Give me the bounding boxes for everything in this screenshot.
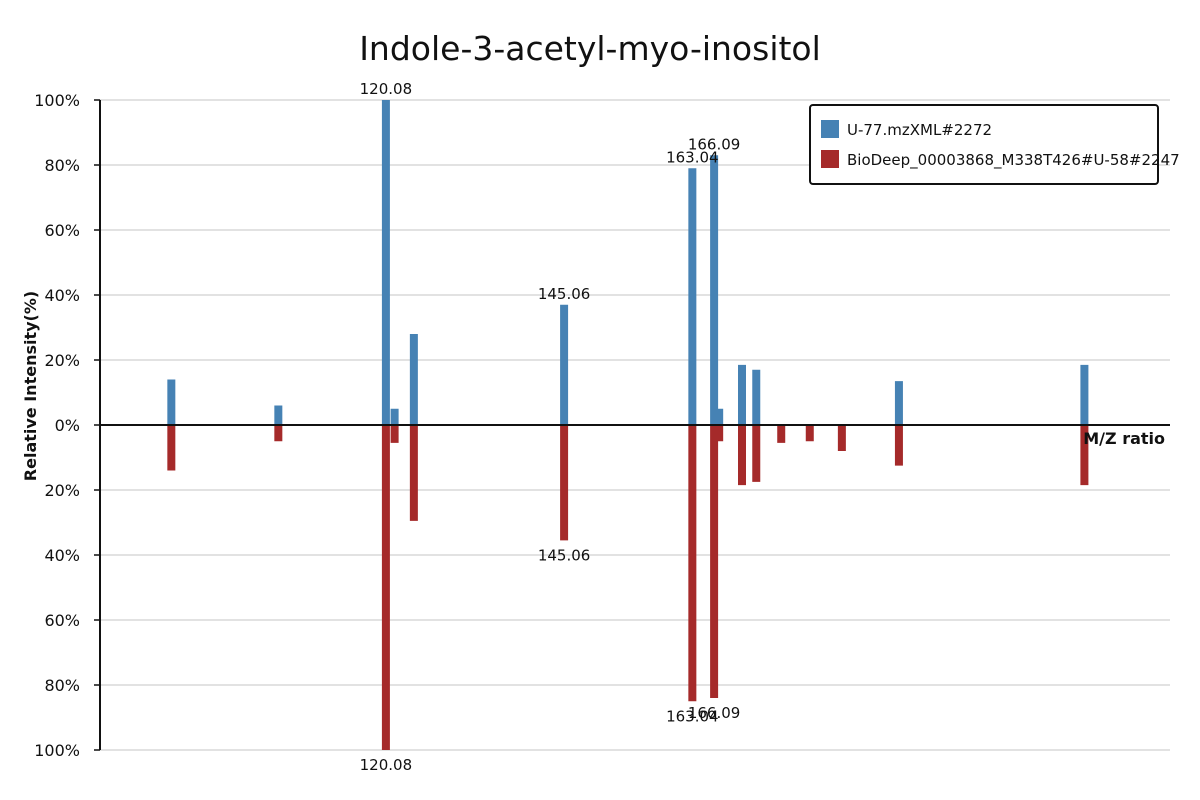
y-tick-label: 40%: [44, 546, 80, 565]
sample-peak-bar: [710, 155, 719, 425]
y-tick-label: 100%: [34, 91, 80, 110]
reference-peak-bar: [715, 425, 724, 442]
axes: 0% 20% 40% 60% 80% 100% 20% 40% 60% 80% 100%: [34, 91, 1170, 760]
y-axis-title: Relative Intensity(%): [21, 291, 40, 481]
reference-peak-bar: [274, 425, 283, 442]
reference-peak-bar: [167, 425, 176, 471]
grid-lines: [100, 99, 1170, 751]
peak-label: 163.04: [666, 707, 719, 725]
peak-label: 163.04: [666, 148, 719, 166]
peak-label: 120.08: [360, 756, 413, 774]
peak-label: 145.06: [538, 546, 591, 564]
reference-peak-bar: [688, 425, 697, 702]
y-tick-label: 80%: [44, 676, 80, 695]
peak-labels: 120.08145.06163.04166.09120.08145.06163.…: [360, 80, 741, 774]
y-tick-label: 60%: [44, 221, 80, 240]
reference-peak-bar: [805, 425, 814, 442]
reference-peak-bar: [710, 425, 719, 698]
reference-peak-bar: [738, 425, 746, 486]
reference-peak-bar: [409, 425, 418, 521]
sample-peak-bar: [390, 408, 399, 425]
y-tick-label: 100%: [34, 741, 80, 760]
peak-label: 166.09: [688, 135, 741, 153]
sample-peak-bar: [409, 334, 418, 425]
legend: U-77.mzXML#2272 BioDeep_00003868_M338T42…: [809, 104, 1180, 185]
reference-peak-bar: [381, 425, 390, 750]
x-axis-title: M/Z ratio: [1083, 429, 1165, 448]
sample-peak-bar: [738, 364, 746, 425]
reference-peak-bar: [837, 425, 846, 451]
peak-label: 145.06: [538, 285, 591, 303]
y-tick-label: 20%: [44, 351, 80, 370]
reference-peak-bar: [560, 425, 569, 541]
sample-peak-bar: [1080, 364, 1089, 425]
reference-peak-bar: [390, 425, 399, 443]
legend-box: [809, 104, 1159, 185]
sample-peak-bar: [688, 168, 697, 425]
y-tick-label: 0%: [55, 416, 80, 435]
y-tick-label: 40%: [44, 286, 80, 305]
reference-peak-bar: [752, 425, 761, 482]
peak-label: 120.08: [360, 80, 413, 98]
sample-peak-bar: [381, 100, 390, 425]
legend-label-reference: BioDeep_00003868_M338T426#U-58#2247: [847, 151, 1180, 170]
chart-title: Indole-3-acetyl-myo-inositol: [359, 29, 821, 68]
sample-peak-bar: [560, 304, 569, 425]
reference-peak-bar: [894, 425, 903, 466]
reference-peak-bar: [777, 425, 786, 443]
sample-peak-bar: [752, 369, 761, 425]
sample-peak-bar: [274, 405, 283, 425]
y-tick-label: 20%: [44, 481, 80, 500]
reference-peak-bar: [1080, 425, 1089, 486]
sample-peak-bar: [715, 408, 724, 425]
sample-peak-bar: [894, 381, 903, 425]
spectrum-bars: [167, 100, 1089, 750]
y-tick-label: 60%: [44, 611, 80, 630]
legend-swatch-sample: [821, 120, 839, 138]
peak-label: 166.09: [688, 704, 741, 722]
sample-peak-bar: [167, 379, 176, 425]
legend-label-sample: U-77.mzXML#2272: [847, 121, 992, 139]
y-tick-label: 80%: [44, 156, 80, 175]
legend-swatch-reference: [821, 150, 839, 168]
